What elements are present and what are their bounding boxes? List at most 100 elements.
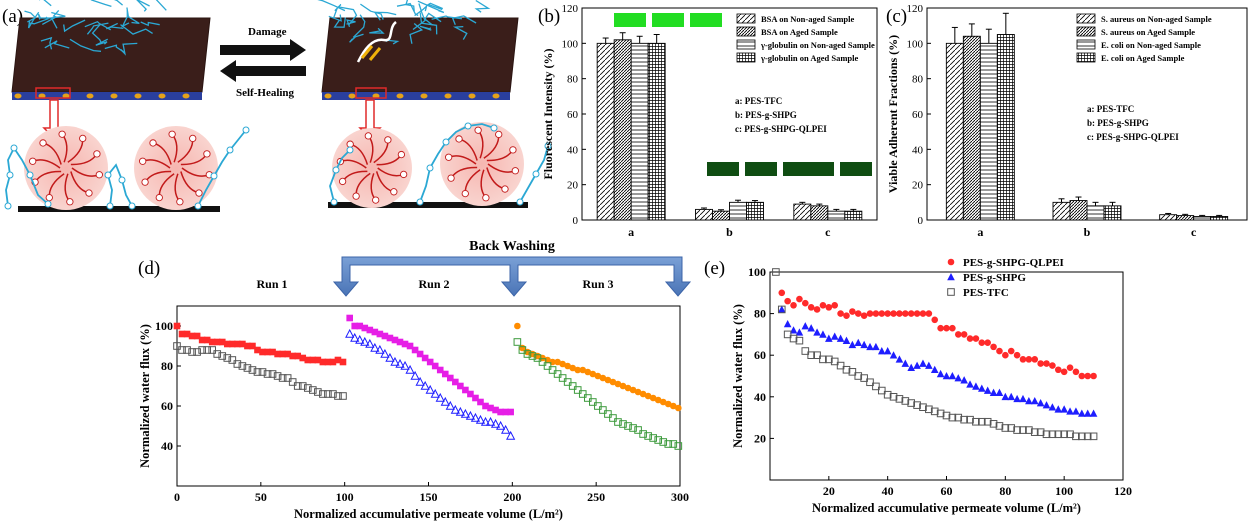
data-point — [416, 350, 424, 358]
data-point — [376, 330, 384, 338]
negative-charge-icon — [176, 198, 184, 206]
charge-bead-icon — [10, 144, 18, 152]
brush-fiber — [431, 15, 462, 20]
data-point — [1042, 401, 1051, 409]
legend-label: PES-g-SHPG — [963, 272, 1026, 284]
panel-d-label: (d) — [138, 258, 160, 279]
data-point — [860, 374, 868, 382]
data-point — [1048, 403, 1057, 411]
data-point — [854, 372, 863, 380]
legend-swatch — [736, 52, 756, 63]
data-point — [303, 384, 312, 392]
brush-fiber — [338, 6, 358, 26]
data-point — [614, 380, 622, 388]
data-point — [669, 402, 677, 410]
data-point — [366, 326, 374, 334]
data-point — [1049, 362, 1056, 369]
data-point — [421, 354, 429, 362]
brush-fiber — [50, 11, 66, 29]
negative-charge-icon — [95, 171, 103, 179]
data-point — [309, 386, 317, 394]
panel-a-schematic: (a) Damage Self-Healing — [2, 0, 552, 212]
data-point — [573, 386, 582, 394]
legend-swatch — [1076, 13, 1096, 24]
data-point — [1084, 372, 1091, 380]
bar — [945, 42, 964, 221]
data-point — [649, 394, 657, 402]
y-axis-label: Normalized water flux (%) — [731, 304, 745, 448]
data-point — [619, 382, 627, 390]
data-point — [446, 374, 454, 382]
data-point — [518, 346, 527, 354]
data-point — [624, 384, 632, 392]
data-point — [629, 386, 637, 394]
data-point — [455, 406, 465, 416]
data-point — [356, 322, 364, 330]
data-point — [472, 394, 479, 402]
x-tick-label: 40 — [882, 484, 894, 498]
brush-fiber — [27, 11, 40, 29]
data-point — [431, 362, 439, 370]
y-tick-label: 100 — [748, 265, 766, 279]
brush-fiber — [126, 7, 140, 25]
data-point — [942, 411, 951, 420]
data-point — [907, 399, 916, 407]
data-point — [233, 360, 242, 368]
data-point — [777, 305, 786, 314]
data-point — [960, 415, 968, 424]
data-point — [492, 406, 499, 414]
legend-label: E. coli on Aged Sample — [1101, 53, 1185, 63]
panel-b-label: (b) — [538, 6, 560, 27]
bar — [1193, 216, 1212, 221]
brush-fiber — [373, 11, 397, 21]
panel-d-chart: (d) Back Washing 0 50 100 150 200 250 300 40 60 8… — [138, 239, 692, 521]
run-label: Run 1 — [256, 277, 287, 291]
x-tick-label: a — [628, 225, 634, 239]
brush-fiber — [24, 10, 37, 23]
data-point — [391, 336, 399, 344]
x-tick-label: a — [977, 225, 983, 239]
data-point — [972, 417, 980, 426]
data-point — [578, 390, 587, 398]
data-point — [218, 338, 226, 346]
negative-charge-icon — [139, 157, 147, 165]
data-point — [355, 334, 365, 344]
data-point — [1030, 396, 1039, 405]
bar — [979, 42, 998, 221]
data-point — [346, 314, 353, 322]
x-tick-label: c — [1191, 225, 1197, 239]
brush-fiber — [84, 20, 112, 31]
data-point — [193, 332, 201, 340]
data-point — [983, 417, 992, 426]
data-point — [480, 416, 491, 426]
run-label: Run 3 — [582, 277, 613, 291]
brush-fiber — [352, 14, 366, 38]
legend-swatch — [1076, 39, 1096, 50]
data-point — [477, 398, 484, 406]
charge-bead-icon — [118, 176, 126, 184]
data-point — [289, 352, 296, 360]
charge-bead-icon — [346, 146, 354, 154]
brush-fiber — [417, 0, 445, 14]
data-point — [825, 304, 833, 311]
brush-fiber — [333, 17, 346, 28]
data-point — [984, 339, 991, 347]
data-point — [659, 398, 667, 406]
zwitterionic-chain — [107, 163, 133, 207]
y-tick-label: 0 — [918, 215, 924, 227]
data-point — [1025, 396, 1033, 405]
data-point — [1043, 360, 1050, 367]
data-point — [807, 324, 815, 332]
y-tick-label: 60 — [567, 109, 579, 121]
data-point — [629, 424, 637, 432]
data-point — [978, 384, 986, 392]
charge-bead-icon — [6, 171, 14, 179]
fluorescence-image-icon — [745, 162, 777, 176]
data-point — [436, 366, 444, 374]
data-point — [568, 382, 577, 390]
data-point — [462, 386, 469, 394]
data-point — [913, 310, 921, 317]
data-point — [324, 390, 332, 398]
category-annotation: b: PES-g-SHPG — [1087, 118, 1149, 128]
negative-charge-icon — [384, 136, 392, 144]
